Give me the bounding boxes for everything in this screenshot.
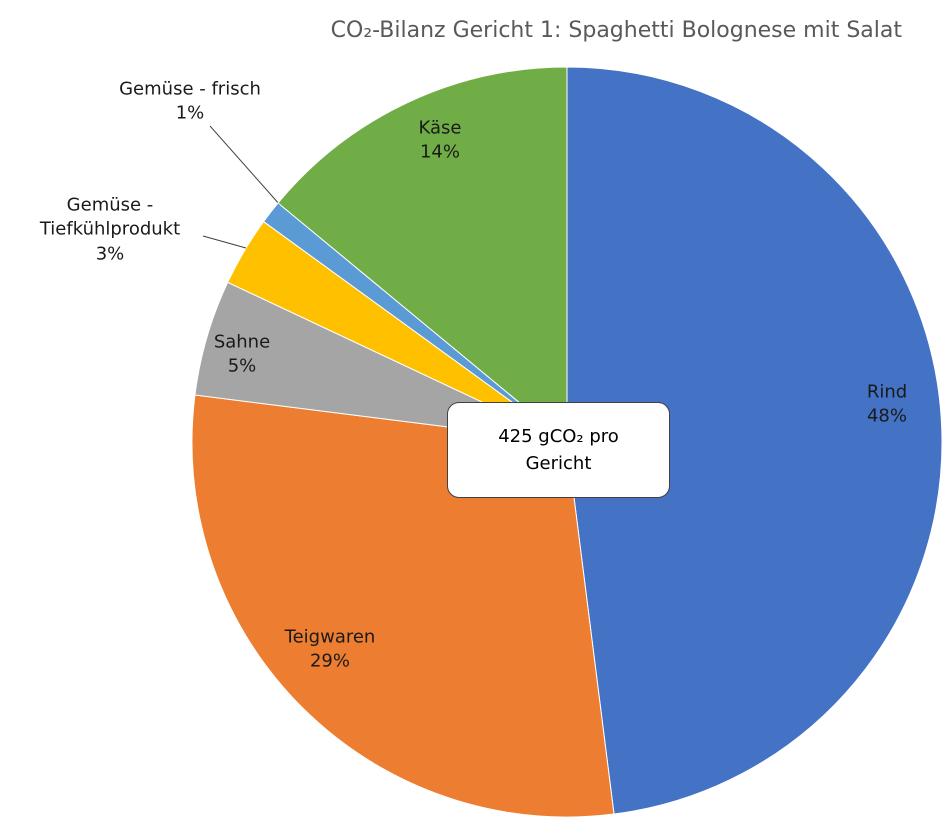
value-label: 29%: [309, 651, 350, 672]
category-label: Gemüse - frisch: [119, 78, 261, 100]
chart-title: CO₂-Bilanz Gericht 1: Spaghetti Bolognes…: [330, 18, 902, 43]
category-label: Sahne: [213, 331, 271, 353]
category-label: Gemüse - Tiefkühlprodukt: [39, 194, 181, 240]
annotation-box: 425 gCO₂ pro Gericht: [447, 402, 670, 498]
category-label: Teigwaren: [284, 626, 376, 648]
slice-label: Rind 48%: [800, 381, 942, 430]
slice-label: Sahne 5%: [155, 331, 330, 380]
value-label: 1%: [175, 103, 205, 124]
value-label: 14%: [419, 142, 460, 163]
slice-label: Gemüse - Tiefkühlprodukt 3%: [23, 194, 198, 267]
pie-slice: [566, 66, 942, 815]
value-label: 5%: [227, 356, 257, 377]
category-label: Rind: [866, 381, 908, 403]
annotation: 425 gCO₂ pro Gericht: [498, 426, 619, 474]
value-label: 3%: [95, 243, 125, 265]
leader-line: [209, 125, 281, 206]
slice-label: Käse 14%: [353, 117, 528, 166]
slice-label: Gemüse - frisch 1%: [103, 78, 278, 127]
pie-slice: [191, 394, 615, 818]
pie-slice: [277, 66, 568, 444]
chart-title-box: CO₂-Bilanz Gericht 1: Spaghetti Bolognes…: [0, 18, 942, 43]
category-label: Käse: [418, 117, 462, 139]
slice-label: Teigwaren 29%: [243, 626, 418, 675]
value-label: 48%: [866, 406, 907, 427]
leader-line: [202, 235, 247, 249]
